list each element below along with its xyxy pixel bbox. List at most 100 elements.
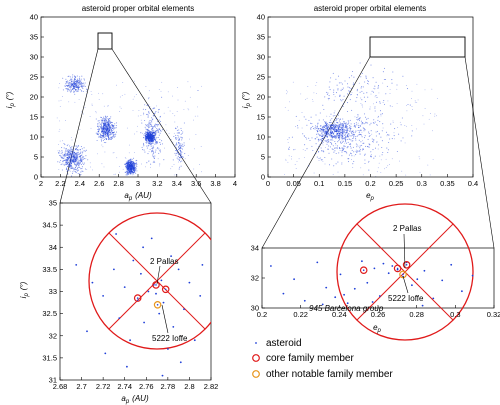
density-point <box>342 148 344 150</box>
density-point <box>382 151 384 154</box>
density-point <box>332 174 334 176</box>
density-point <box>314 125 317 127</box>
density-point <box>295 168 297 169</box>
density-point <box>106 118 108 120</box>
density-point <box>298 119 300 121</box>
density-point <box>346 153 348 155</box>
asteroid-point <box>325 286 328 289</box>
density-point <box>114 127 116 129</box>
density-point <box>131 164 134 167</box>
density-point <box>303 134 305 136</box>
density-point <box>329 146 331 148</box>
density-point <box>74 85 76 88</box>
density-point <box>357 113 359 116</box>
density-point <box>159 120 162 122</box>
density-point <box>152 136 154 138</box>
density-point <box>343 138 345 140</box>
density-point <box>124 156 126 158</box>
density-point <box>287 161 289 163</box>
density-point <box>112 134 114 136</box>
density-point <box>155 117 157 119</box>
density-point <box>344 124 347 127</box>
density-point <box>340 142 342 145</box>
density-point <box>391 106 393 107</box>
density-point <box>326 143 328 145</box>
density-point <box>70 78 72 80</box>
density-point <box>301 127 303 129</box>
density-point <box>321 159 323 161</box>
density-point <box>131 172 133 174</box>
density-point <box>100 125 102 127</box>
density-point <box>375 135 377 137</box>
density-point <box>347 120 349 122</box>
density-point <box>411 125 413 127</box>
density-point <box>106 115 108 117</box>
x-tick-label: 3.4 <box>172 179 182 188</box>
x-tick-label: 2.8 <box>113 179 123 188</box>
density-point <box>328 133 331 135</box>
x-tick-label: 2.72 <box>96 382 111 391</box>
density-point <box>324 132 326 135</box>
density-point <box>361 86 363 88</box>
density-point <box>67 149 69 151</box>
density-point <box>180 153 182 155</box>
density-point <box>342 148 344 151</box>
zoom-box <box>97 32 113 50</box>
density-point <box>179 146 181 149</box>
density-point <box>109 120 111 122</box>
density-point <box>325 123 327 125</box>
density-point <box>334 137 336 139</box>
density-point <box>154 132 156 134</box>
density-point <box>347 134 349 136</box>
density-point <box>353 137 355 139</box>
density-point <box>108 118 110 120</box>
density-point <box>72 85 74 88</box>
density-point <box>126 162 128 164</box>
asteroid-point <box>158 312 161 315</box>
density-point <box>134 151 135 153</box>
density-point <box>364 159 366 161</box>
y-tick-label: 33 <box>49 287 57 296</box>
density-point <box>82 156 84 158</box>
density-point <box>317 130 319 132</box>
density-point <box>339 138 341 140</box>
density-point <box>61 152 63 154</box>
density-point <box>83 82 85 84</box>
density-point <box>346 127 349 129</box>
density-point <box>128 166 130 168</box>
member-center-dot <box>156 304 159 306</box>
density-point <box>105 130 107 132</box>
density-point <box>375 81 377 83</box>
density-point <box>159 129 161 131</box>
density-point <box>392 71 394 73</box>
asteroid-point <box>339 273 342 276</box>
density-point <box>328 141 330 143</box>
density-point <box>68 82 70 84</box>
density-point <box>309 139 311 142</box>
density-point <box>149 144 151 146</box>
density-point <box>156 105 158 107</box>
density-point <box>334 115 336 117</box>
density-point <box>62 154 64 156</box>
density-point <box>133 163 135 165</box>
density-point <box>71 157 73 159</box>
density-point <box>113 131 115 133</box>
density-point <box>175 138 177 140</box>
density-point <box>339 129 341 131</box>
density-point <box>331 139 333 141</box>
density-point <box>113 127 115 129</box>
density-point <box>105 142 107 144</box>
density-point <box>330 127 332 129</box>
density-point <box>360 87 362 89</box>
density-point <box>74 167 76 169</box>
asteroid-point <box>421 304 424 307</box>
density-point <box>346 132 348 134</box>
panel-top-right: asteroid proper orbital elements 0 0.05 0.… <box>241 4 478 202</box>
density-point <box>429 174 431 176</box>
density-point <box>368 135 370 138</box>
density-point <box>373 139 375 141</box>
density-point <box>161 140 163 142</box>
connector-tr-right <box>464 56 495 249</box>
y-tick-label: 35 <box>49 199 57 208</box>
